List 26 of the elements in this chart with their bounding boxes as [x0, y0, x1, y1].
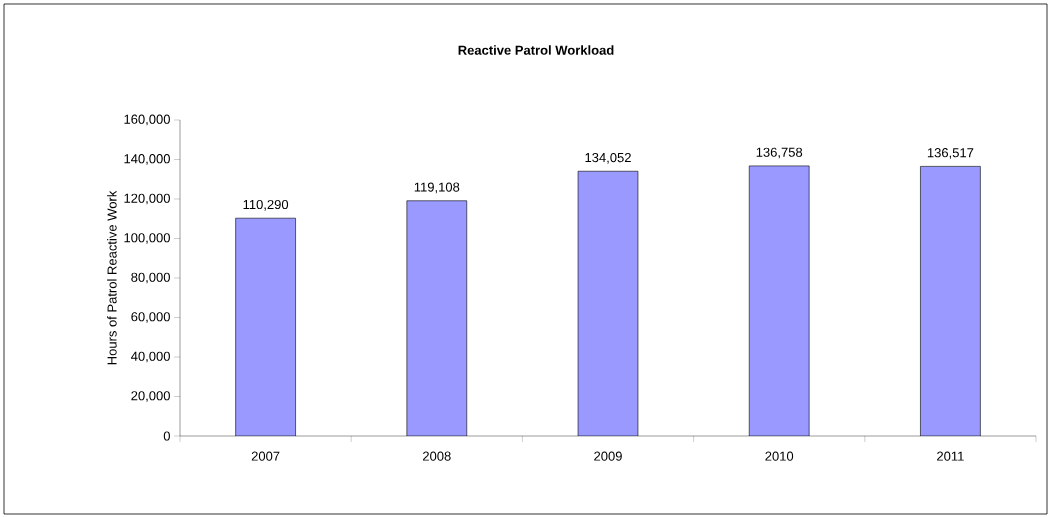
data-label: 134,052 — [585, 152, 631, 164]
x-tick-label: 2008 — [423, 451, 451, 461]
y-tick-label: 80,000 — [131, 272, 170, 284]
y-tick-label: 160,000 — [124, 114, 170, 126]
y-tick-label: 0 — [163, 431, 170, 441]
y-tick-label: 60,000 — [131, 312, 170, 323]
x-tick-label: 2007 — [251, 451, 280, 461]
x-tick-label: 2010 — [765, 451, 794, 461]
bar — [920, 166, 981, 436]
chart-title: Reactive Patrol Workload — [458, 45, 614, 55]
y-tick-label: 20,000 — [131, 391, 170, 402]
y-tick-label: 40,000 — [131, 351, 170, 363]
data-label: 136,758 — [756, 147, 803, 159]
data-label: 136,517 — [927, 148, 974, 159]
data-label: 119,108 — [414, 182, 460, 194]
bar — [578, 171, 638, 436]
x-tick-label: 2009 — [594, 451, 622, 461]
y-tick-label: 140,000 — [124, 154, 170, 165]
y-axis-title: Hours of Patrol Reactive Work — [107, 190, 117, 365]
x-tick-label: 2011 — [937, 451, 964, 461]
bar — [235, 218, 296, 436]
data-label: 110,290 — [243, 199, 289, 211]
bar — [406, 200, 467, 436]
y-tick-label: 100,000 — [124, 233, 170, 244]
y-tick-label: 120,000 — [124, 193, 170, 205]
bar — [749, 165, 810, 436]
